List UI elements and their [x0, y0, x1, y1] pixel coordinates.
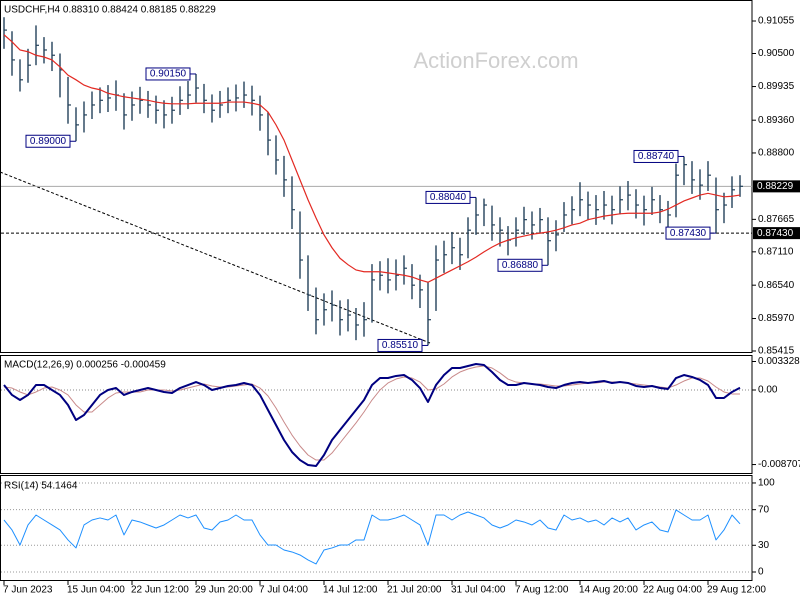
annotation-box: [145, 67, 191, 81]
y-tick-label: 100: [758, 478, 775, 489]
trendline: [0, 171, 431, 344]
y-tick-label: 0.89935: [758, 81, 795, 92]
x-tick-label: 7 Jun 2023: [3, 585, 53, 596]
y-tick-label: 0.88800: [758, 148, 795, 159]
rsi-title: RSI(14) 54.1464: [4, 481, 78, 492]
y-tick-label: -0.008707: [758, 459, 800, 470]
y-tick-label: 0.86540: [758, 280, 795, 291]
y-tick-label: 0.90500: [758, 48, 795, 59]
price-title: USDCHF,H4 0.88310 0.88424 0.88185 0.8822…: [4, 5, 216, 16]
x-tick-label: 29 Jun 20:00: [195, 585, 253, 596]
y-tick-label: 0.87665: [758, 214, 795, 225]
price-tag: [753, 227, 800, 240]
x-tick-label: 31 Jul 04:00: [451, 585, 506, 596]
x-tick-label: 14 Aug 20:00: [579, 585, 638, 596]
annotation-label: 0.85510: [382, 340, 419, 351]
annotation-box: [425, 190, 471, 204]
price-tag-label: 0.87430: [757, 228, 794, 239]
annotation-label: 0.87430: [670, 228, 707, 239]
x-tick-label: 29 Aug 12:00: [707, 585, 766, 596]
x-tick-label: 7 Jul 04:00: [259, 585, 308, 596]
y-tick-label: 30: [758, 540, 770, 551]
annotation-box: [665, 226, 711, 240]
rsi-panel-frame: [0, 475, 753, 581]
annotation-box: [25, 134, 71, 148]
annotation-box: [497, 258, 543, 272]
macd-panel-frame: [0, 355, 753, 474]
y-tick-label: 0.87110: [758, 246, 794, 257]
y-tick-label: 0: [758, 567, 764, 578]
price-tag-label: 0.88229: [757, 181, 794, 192]
watermark: ActionForex.com: [413, 48, 578, 73]
annotation-label: 0.88740: [638, 151, 675, 162]
x-tick-label: 22 Aug 04:00: [643, 585, 702, 596]
annotation-box: [633, 149, 679, 163]
series-line: [3, 362, 741, 468]
x-tick-label: 21 Jul 20:00: [387, 585, 442, 596]
x-tick-label: 14 Jul 12:00: [323, 585, 378, 596]
annotation-label: 0.88040: [430, 192, 467, 203]
moving-average: [3, 34, 741, 283]
x-tick-label: 15 Jun 04:00: [67, 585, 125, 596]
x-tick-label: 22 Jun 12:00: [131, 585, 189, 596]
price-panel-frame: [0, 0, 753, 353]
macd-title: MACD(12,26,9) 0.000256 -0.000459: [4, 360, 166, 371]
annotation-box: [377, 338, 423, 352]
y-tick-label: 0.00: [758, 385, 778, 396]
series-line: [3, 509, 741, 565]
x-tick-label: 7 Aug 12:00: [515, 585, 569, 596]
y-tick-label: 0.89360: [758, 115, 795, 126]
y-tick-label: 0.85970: [758, 313, 795, 324]
y-tick-label: 0.91055: [758, 16, 795, 27]
annotation-label: 0.90150: [150, 69, 187, 80]
annotation-label: 0.86880: [502, 260, 539, 271]
y-tick-label: 70: [758, 504, 770, 515]
y-tick-label: 0.85415: [758, 346, 795, 357]
y-tick-label: 0.003328: [758, 356, 800, 367]
price-tag: [753, 180, 800, 193]
annotation-label: 0.89000: [30, 136, 67, 147]
